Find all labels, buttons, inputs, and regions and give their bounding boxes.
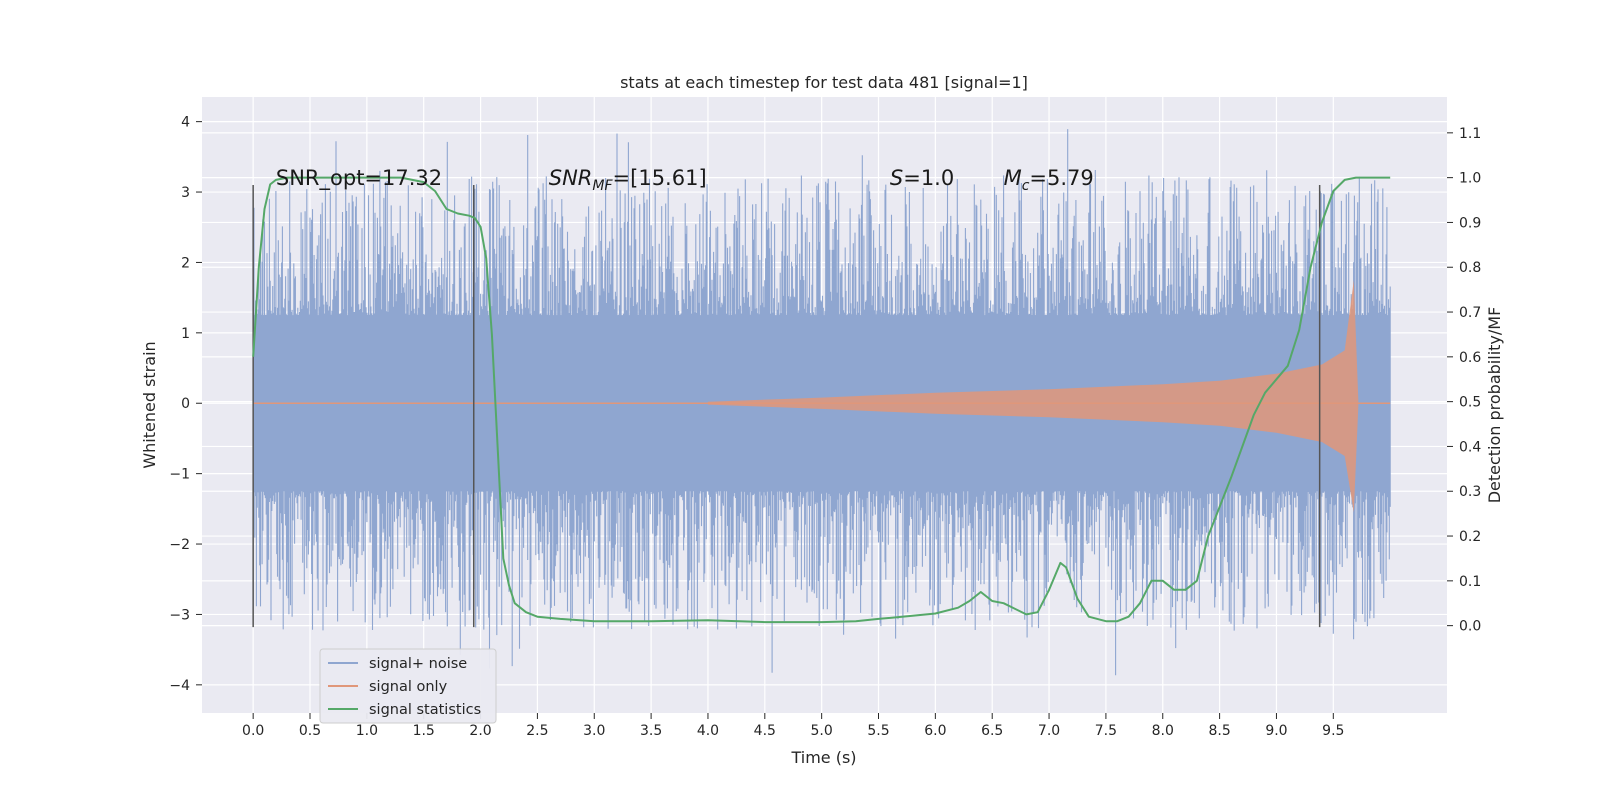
legend-box — [319, 648, 497, 724]
y-tick-label: −4 — [169, 678, 190, 694]
y2-tick-label: 0.9 — [1459, 215, 1481, 231]
y-tick-label: −3 — [169, 607, 190, 623]
y-tick-label: −2 — [169, 537, 190, 553]
annotation-snr-mf-sub: MF — [592, 178, 613, 194]
y2-tick-label: 0.2 — [1459, 529, 1481, 545]
y2-tick-label: 0.4 — [1459, 439, 1481, 455]
y2-tick-label: 1.1 — [1459, 126, 1481, 142]
x-tick-label: 6.0 — [924, 723, 946, 739]
y2-axis-label: Detection probability/MF — [1485, 307, 1504, 504]
x-tick-label: 4.0 — [697, 723, 719, 739]
y2-tick-label: 0.0 — [1459, 619, 1481, 635]
annotation-mc: Mc=5.79 — [1004, 166, 1094, 194]
annotation-mc-sub: c — [1022, 178, 1030, 194]
y2-tick-label: 0.7 — [1459, 305, 1481, 321]
y2-axis-ticks: 1.1 1.0 0.9 0.8 0.7 0.6 0.5 0.4 0.3 0.2 0.1 0.0 — [1447, 126, 1481, 635]
y-tick-label: −1 — [169, 467, 190, 483]
y2-tick-label: 0.3 — [1459, 484, 1481, 500]
x-tick-label: 0.5 — [299, 723, 321, 739]
signal-statistics-series — [252, 176, 1391, 624]
chart-title: stats at each timestep for test data 481… — [620, 73, 1028, 92]
x-tick-label: 9.5 — [1322, 723, 1344, 739]
annotation-mc-main: M — [1004, 166, 1022, 190]
signal-only-envelope — [707, 280, 1359, 513]
x-tick-label: 2.0 — [469, 723, 491, 739]
x-tick-label: 8.0 — [1152, 723, 1174, 739]
annotations: SNR_opt=17.32 SNRMF=[15.61] S=1.0 Mc=5.7… — [276, 166, 1094, 194]
y-tick-label: 3 — [181, 185, 190, 201]
legend: signal+ noise signal only signal statist… — [319, 648, 497, 724]
annotation-snr-mf: SNRMF=[15.61] — [549, 166, 707, 194]
x-tick-label: 5.5 — [867, 723, 889, 739]
x-tick-label: 7.5 — [1095, 723, 1117, 739]
x-tick-label: 4.5 — [754, 723, 776, 739]
y2-tick-label: 1.0 — [1459, 171, 1481, 187]
y2-tick-label: 0.6 — [1459, 350, 1481, 366]
annotation-snr-mf-value: =[15.61] — [613, 166, 707, 190]
y2-tick-label: 0.5 — [1459, 395, 1481, 411]
x-tick-label: 0.0 — [242, 723, 264, 739]
x-tick-label: 6.5 — [981, 723, 1003, 739]
y-axis-label: Whitened strain — [140, 341, 159, 468]
y-tick-label: 2 — [181, 255, 190, 271]
x-tick-label: 1.0 — [356, 723, 378, 739]
annotation-s: S=1.0 — [890, 166, 954, 190]
x-tick-label: 7.0 — [1038, 723, 1060, 739]
x-tick-label: 3.0 — [583, 723, 605, 739]
signal-only-series — [253, 280, 1391, 513]
x-axis-label: Time (s) — [790, 748, 856, 767]
x-tick-label: 1.5 — [413, 723, 435, 739]
x-tick-label: 9.0 — [1265, 723, 1287, 739]
annotation-snr-opt: SNR_opt=17.32 — [276, 166, 442, 191]
y-tick-label: 1 — [181, 326, 190, 342]
legend-label-signal-only: signal only — [369, 679, 448, 695]
y-tick-label: 0 — [181, 396, 190, 412]
annotation-s-value: =1.0 — [903, 166, 954, 190]
y2-tick-label: 0.1 — [1459, 574, 1481, 590]
x-tick-label: 2.5 — [526, 723, 548, 739]
x-axis-ticks: 0.0 0.5 1.0 1.5 2.0 2.5 3.0 3.5 4.0 4.5 5.0 5.5 6.0 6… — [242, 713, 1344, 739]
y-axis-ticks: 4 3 2 1 0 −1 −2 −3 −4 — [169, 115, 202, 694]
signal-statistics-line — [252, 176, 1391, 624]
legend-label-signal-statistics: signal statistics — [369, 702, 481, 718]
annotation-s-main: S — [890, 166, 903, 190]
annotation-snr-mf-main: SNR — [549, 166, 593, 190]
x-tick-label: 5.0 — [811, 723, 833, 739]
y-tick-label: 4 — [181, 115, 190, 131]
x-tick-label: 3.5 — [640, 723, 662, 739]
y2-tick-label: 0.8 — [1459, 260, 1481, 276]
x-tick-label: 8.5 — [1208, 723, 1230, 739]
annotation-mc-value: =5.79 — [1029, 166, 1093, 190]
vertical-lines — [252, 185, 1321, 628]
legend-label-signal-noise: signal+ noise — [369, 656, 467, 672]
